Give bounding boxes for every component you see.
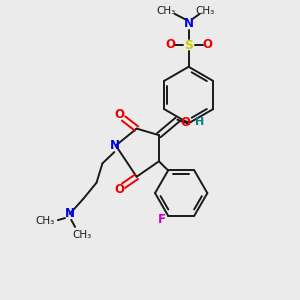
Text: N: N — [184, 17, 194, 31]
Text: S: S — [184, 39, 193, 52]
Text: CH₃: CH₃ — [195, 7, 214, 16]
Text: H: H — [195, 117, 204, 127]
Text: O: O — [114, 108, 124, 121]
Text: O: O — [181, 116, 191, 129]
Text: O: O — [202, 38, 212, 51]
Text: CH₃: CH₃ — [35, 216, 54, 226]
Text: F: F — [158, 213, 166, 226]
Text: CH₃: CH₃ — [72, 230, 91, 240]
Text: O: O — [114, 183, 124, 196]
Text: CH₃: CH₃ — [157, 7, 176, 16]
Text: O: O — [165, 38, 175, 51]
Text: N: N — [110, 139, 120, 152]
Text: N: N — [65, 207, 75, 220]
